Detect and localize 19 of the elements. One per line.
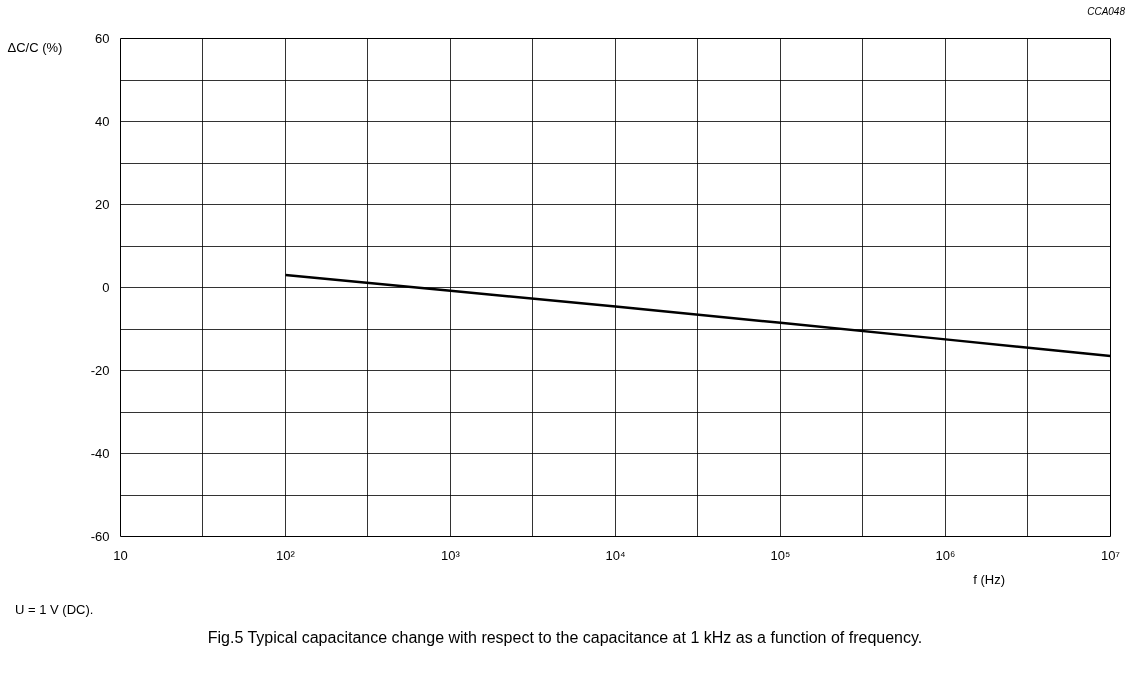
y-tick-label: -40	[90, 446, 110, 461]
x-axis-title: f (Hz)	[973, 571, 1005, 589]
y-tick-label: 0	[102, 280, 110, 295]
y-tick-label: -20	[90, 363, 110, 378]
x-tick-label: 10	[113, 547, 128, 563]
x-tick-label: 10⁶	[935, 547, 956, 563]
text: Fig.5 Typical capacitance change with respect to the capacitance at 1 kHz as a function of frequency.	[207, 628, 923, 648]
y-tick-label: 60	[95, 31, 110, 46]
y-tick-label: 40	[95, 114, 110, 129]
y-tick-label: -60	[90, 529, 110, 544]
x-tick-label: 10⁷	[1100, 547, 1121, 563]
y-axis-title: ΔC/C (%)	[7, 39, 63, 57]
text: CCA048	[1087, 5, 1125, 19]
text: U = 1 V (DC).	[15, 601, 94, 619]
x-tick-label: 10²	[276, 547, 296, 563]
x-tick-label: 10⁵	[770, 547, 791, 563]
y-tick-label: 20	[95, 197, 110, 212]
x-tick-label: 10³	[441, 547, 461, 563]
x-tick-label: 10⁴	[605, 547, 626, 563]
